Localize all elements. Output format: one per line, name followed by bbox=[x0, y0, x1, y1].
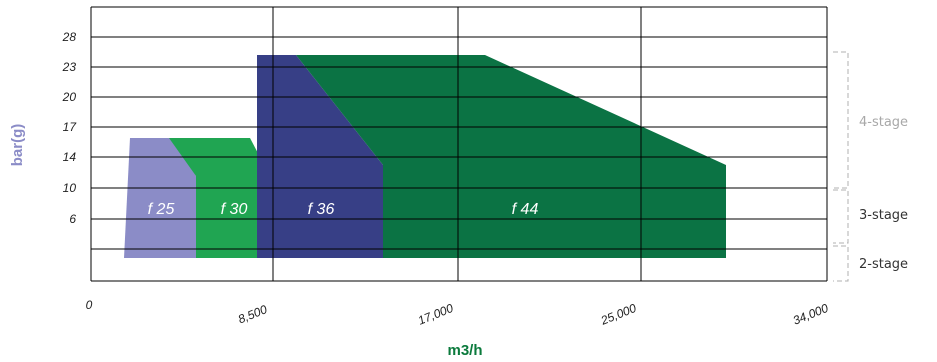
x-axis-ticks: 0 8,500 17,000 25,000 34,000 bbox=[86, 298, 831, 328]
y-axis-ticks: 28 23 20 17 14 10 6 bbox=[62, 30, 78, 226]
x-axis-title: m3/h bbox=[447, 342, 482, 359]
x-tick-label: 17,000 bbox=[416, 301, 456, 328]
region-f25 bbox=[124, 138, 196, 258]
x-tick-label: 25,000 bbox=[598, 301, 639, 328]
region-label-f36: f 36 bbox=[308, 201, 335, 218]
x-tick-label: 34,000 bbox=[791, 301, 831, 328]
stage-label-2: 2-stage bbox=[859, 257, 908, 272]
y-tick-label: 14 bbox=[63, 150, 77, 164]
stage-bracket-4 bbox=[833, 51, 849, 189]
y-tick-label: 6 bbox=[69, 212, 76, 226]
stage-brackets bbox=[833, 51, 849, 282]
x-tick-label: 8,500 bbox=[236, 302, 269, 326]
y-tick-label: 23 bbox=[62, 60, 77, 74]
x-tick-label: 0 bbox=[86, 298, 93, 312]
region-label-f30: f 30 bbox=[221, 201, 248, 218]
stage-bracket-3 bbox=[833, 189, 849, 244]
y-tick-label: 28 bbox=[62, 30, 77, 44]
stage-label-3: 3-stage bbox=[859, 208, 908, 223]
stage-bracket-2 bbox=[833, 245, 849, 282]
y-axis-title: bar(g) bbox=[9, 124, 26, 167]
region-f30 bbox=[169, 138, 270, 258]
grid bbox=[90, 6, 828, 282]
stage-label-4: 4-stage bbox=[859, 115, 908, 130]
y-tick-label: 10 bbox=[63, 181, 77, 195]
y-tick-label: 20 bbox=[62, 90, 77, 104]
region-label-f44: f 44 bbox=[512, 201, 539, 218]
y-tick-label: 17 bbox=[63, 120, 78, 134]
region-label-f25: f 25 bbox=[148, 201, 175, 218]
